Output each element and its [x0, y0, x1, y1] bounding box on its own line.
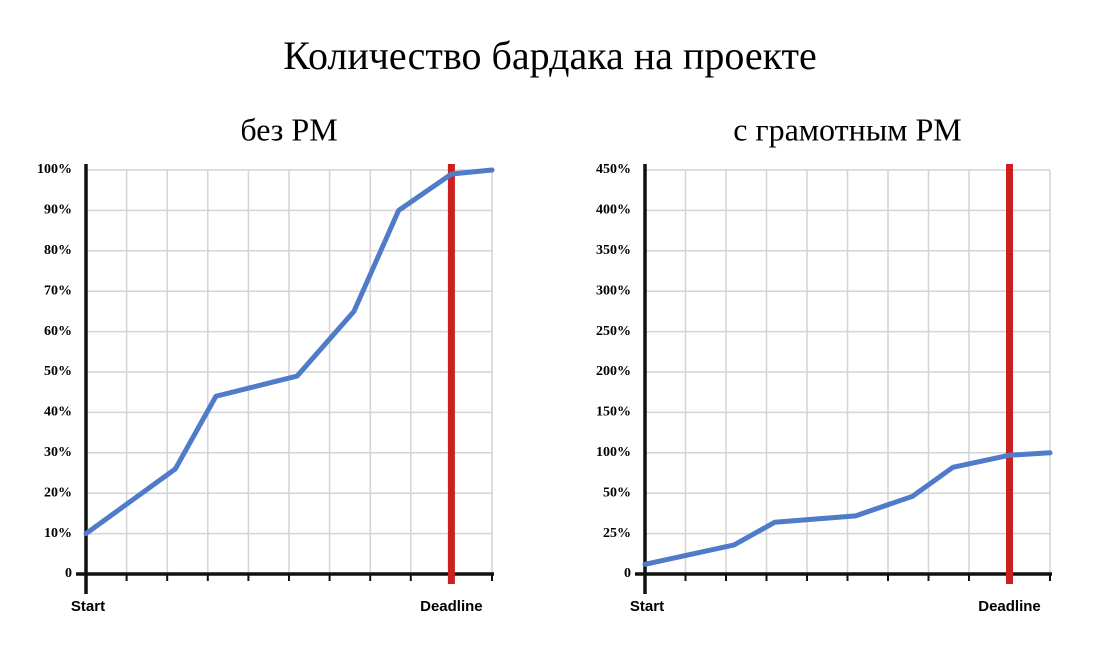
y-tick-label: 80%	[44, 243, 72, 258]
x-tick-label: Start	[630, 598, 664, 615]
y-tick-label: 150%	[596, 405, 631, 420]
chart-title: с грамотным PM	[733, 111, 961, 147]
y-tick-label: 450%	[596, 162, 631, 177]
x-tick-label: Deadline	[978, 598, 1041, 615]
y-tick-label: 0	[65, 566, 72, 581]
y-tick-label: 50%	[44, 364, 72, 379]
y-tick-label: 100%	[596, 445, 631, 460]
y-tick-label: 60%	[44, 324, 72, 339]
y-tick-label: 40%	[44, 405, 72, 420]
y-tick-label: 25%	[603, 526, 631, 541]
y-tick-label: 300%	[596, 283, 631, 298]
y-tick-label: 350%	[596, 243, 631, 258]
data-line	[642, 450, 1053, 567]
data-line	[83, 167, 495, 537]
x-tick-label: Start	[71, 598, 105, 615]
y-tick-label: 30%	[44, 445, 72, 460]
page-title: Количество бардака на проекте	[283, 33, 816, 78]
y-tick-label: 100%	[37, 162, 72, 177]
chart-title: без PM	[240, 111, 337, 147]
y-tick-label: 70%	[44, 283, 72, 298]
y-tick-label: 250%	[596, 324, 631, 339]
y-tick-label: 20%	[44, 485, 72, 500]
y-tick-label: 0	[624, 566, 631, 581]
y-tick-label: 400%	[596, 203, 631, 218]
x-tick-label: Deadline	[420, 598, 483, 615]
y-tick-label: 200%	[596, 364, 631, 379]
y-tick-label: 10%	[44, 526, 72, 541]
y-tick-label: 90%	[44, 203, 72, 218]
y-tick-label: 50%	[603, 485, 631, 500]
